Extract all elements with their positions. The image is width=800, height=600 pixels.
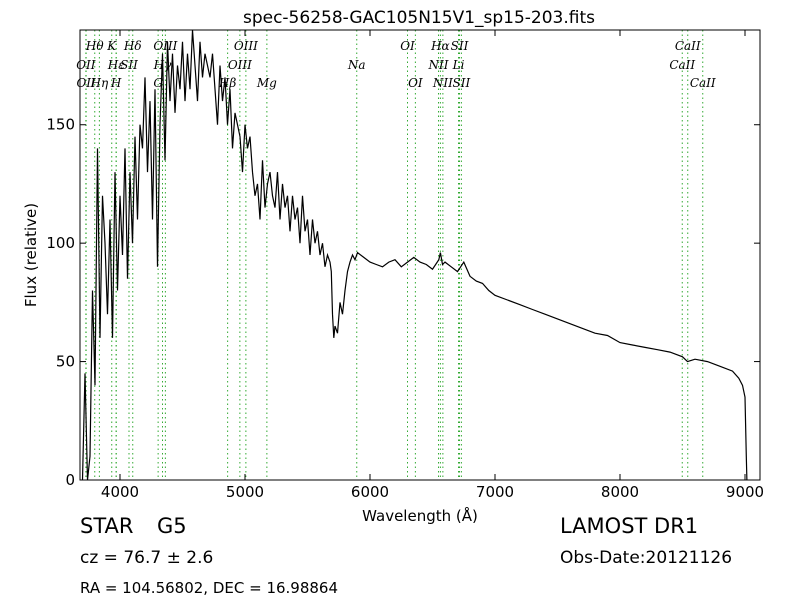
redshift-error: 2.6 [186, 548, 214, 568]
line-label-0: Hθ [85, 39, 104, 53]
x-axis-label: Wavelength (Å) [362, 506, 478, 525]
x-tick-label-4: 8000 [601, 483, 639, 501]
y-tick-label-0: 0 [65, 471, 75, 489]
emission-line-markers [85, 30, 704, 480]
x-tick-label-5: 9000 [726, 483, 764, 501]
line-label-13: OIII [228, 58, 252, 72]
line-label-2: OII [76, 76, 96, 90]
line-label-26: CaII [669, 58, 695, 72]
observation-date: Obs-Date:20121126 [560, 548, 733, 568]
line-label-23: Li [452, 58, 465, 72]
y-tick-label-2: 100 [46, 234, 75, 252]
line-label-11: G [153, 76, 163, 90]
line-label-15: Mg [256, 76, 277, 90]
line-label-9: OIII [153, 39, 177, 53]
spectrum-line [81, 29, 748, 481]
line-label-16: Na [347, 58, 366, 72]
chart-title: spec-56258-GAC105N15V1_sp15-203.fits [243, 8, 595, 28]
redshift-value: cz = 76.7 [80, 548, 162, 568]
y-tick-label-3: 150 [46, 116, 75, 134]
line-label-4: K [106, 39, 117, 53]
line-label-18: OI [408, 76, 423, 90]
x-tick-label-3: 7000 [476, 483, 514, 501]
y-axis-label: Flux (relative) [22, 203, 40, 307]
object-class: STAR [80, 514, 134, 538]
line-label-22: SII [451, 39, 469, 53]
line-label-8: Hδ [123, 39, 142, 53]
x-axis-ticks: 4000 5000 6000 7000 8000 9000 [101, 30, 764, 501]
object-subclass: G5 [157, 514, 187, 538]
line-label-7: SII [120, 58, 138, 72]
line-label-19: Hα [430, 39, 450, 53]
survey-name: LAMOST DR1 [560, 514, 699, 538]
x-tick-label-1: 5000 [226, 483, 264, 501]
y-tick-label-1: 50 [56, 353, 75, 371]
redshift-readout: cz = 76.7 ± 2.6 [80, 548, 213, 568]
line-label-27: CaII [690, 76, 716, 90]
line-label-5: Hε [107, 58, 125, 72]
line-label-3: Hη [90, 76, 109, 90]
line-label-21: NII [432, 76, 453, 90]
x-tick-label-2: 6000 [351, 483, 389, 501]
y-axis-ticks: 0 50 100 150 [46, 116, 760, 489]
line-label-25: CaII [675, 39, 701, 53]
line-label-17: OI [400, 39, 415, 53]
line-label-20: NII [428, 58, 449, 72]
plus-minus-symbol: ± [166, 548, 181, 568]
line-label-24: SII [453, 76, 471, 90]
coordinates: RA = 104.56802, DEC = 16.98864 [80, 579, 339, 597]
line-label-14: Hβ [218, 76, 236, 90]
x-tick-label-0: 4000 [101, 483, 139, 501]
line-label-12: OIII [234, 39, 258, 53]
line-label-6: H [110, 76, 122, 90]
line-label-1: OII [76, 58, 96, 72]
plot-frame [79, 29, 761, 481]
